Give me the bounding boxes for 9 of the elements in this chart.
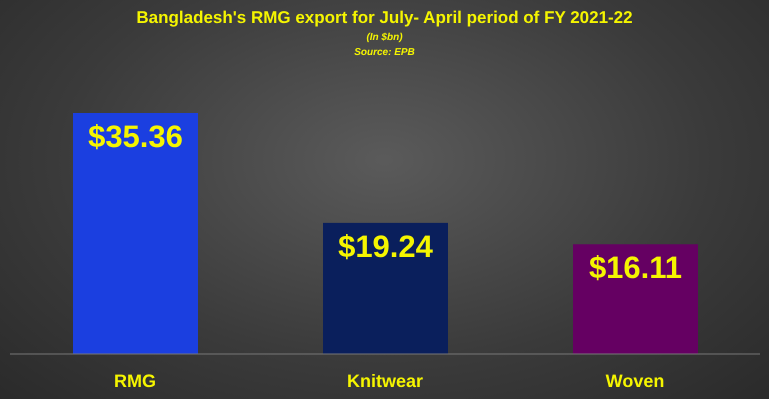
x-tick-label: RMG [114,370,156,391]
chart-subtitle: (In $bn) [365,32,404,43]
data-label: $35.36 [88,119,183,154]
data-label: $16.11 [588,250,682,286]
x-tick-label: Woven [606,370,664,391]
x-tick-label: Knitwear [346,370,424,391]
data-label: $19.24 [338,228,434,264]
chart-title: Bangladesh's RMG export for July- April period of FY 2021-22 [135,8,634,28]
source-note: Source: EPB [353,47,416,58]
